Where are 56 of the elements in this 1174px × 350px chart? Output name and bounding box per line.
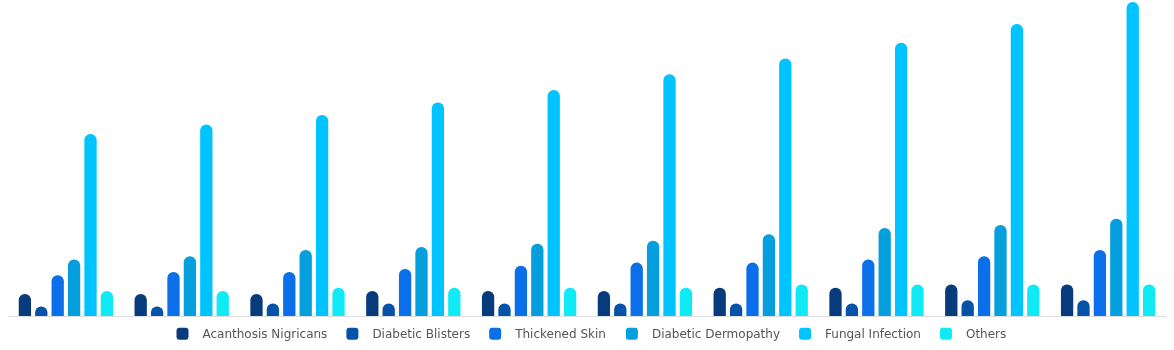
legend-label: Fungal Infection — [825, 327, 921, 342]
bar — [646, 240, 660, 316]
bar — [1060, 284, 1074, 316]
bar — [779, 58, 792, 316]
bar — [67, 259, 81, 316]
bar — [547, 89, 560, 316]
bar — [597, 290, 611, 316]
legend-label: Others — [965, 327, 1007, 342]
bar — [911, 284, 924, 316]
bar — [448, 287, 461, 316]
legend-label: Diabetic Dermopathy — [651, 327, 781, 342]
bar — [366, 290, 379, 316]
bar — [862, 259, 875, 316]
legend-label: Diabetic Blisters — [372, 327, 471, 342]
bar — [795, 284, 808, 316]
bar — [1126, 2, 1139, 316]
bar — [415, 246, 428, 316]
bar — [84, 133, 97, 316]
bar — [18, 294, 32, 316]
bar — [945, 284, 958, 316]
bar — [531, 243, 544, 316]
bar — [398, 268, 412, 316]
bar — [994, 224, 1007, 316]
bar — [481, 290, 495, 316]
bar — [100, 290, 114, 316]
bar — [977, 256, 991, 316]
legend-label: Acanthosis Nigricans — [202, 327, 328, 342]
bar — [332, 287, 345, 316]
bar — [762, 234, 776, 316]
bar — [829, 287, 842, 316]
bar — [713, 287, 726, 316]
bar — [563, 287, 577, 316]
bar — [200, 124, 213, 316]
bar — [514, 265, 528, 316]
bar — [894, 42, 908, 316]
bar — [51, 275, 64, 316]
bar — [878, 228, 891, 316]
bar — [431, 102, 445, 316]
bar — [283, 272, 296, 316]
bar — [746, 262, 759, 316]
bar — [216, 290, 229, 316]
bar — [1142, 284, 1156, 316]
bar — [663, 74, 676, 316]
bar — [1093, 250, 1107, 316]
bar — [167, 272, 180, 316]
bar — [630, 262, 643, 316]
legend-label: Thickened Skin — [514, 327, 606, 342]
bar — [1110, 218, 1123, 316]
bar — [1027, 284, 1040, 316]
bar — [299, 250, 312, 316]
bar — [1010, 23, 1024, 316]
bar — [134, 294, 147, 316]
bar — [315, 115, 329, 316]
bar — [250, 294, 263, 316]
bar — [679, 287, 693, 316]
bar — [183, 256, 197, 316]
